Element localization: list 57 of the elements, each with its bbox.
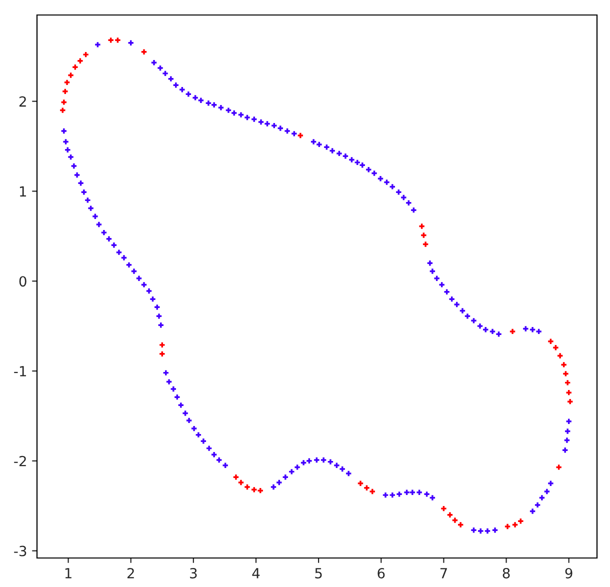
x-tick-label: 5 <box>315 568 322 578</box>
point <box>60 108 66 113</box>
point <box>510 328 516 334</box>
y-tick-label: 1 <box>20 186 26 196</box>
point <box>566 390 572 396</box>
point <box>422 242 428 247</box>
point <box>561 362 566 368</box>
x-tick-label: 1 <box>65 568 72 578</box>
point <box>553 345 558 350</box>
x-tick-label: 4 <box>252 568 260 578</box>
point <box>504 524 510 530</box>
point <box>452 518 458 523</box>
y-tick-label: -2 <box>14 456 26 466</box>
point <box>419 224 424 229</box>
point <box>61 100 67 105</box>
point <box>83 52 88 58</box>
point <box>64 80 70 86</box>
point <box>458 522 464 528</box>
x-tick-label: 8 <box>502 568 510 578</box>
point <box>563 371 568 376</box>
point <box>252 487 257 492</box>
point <box>141 49 147 54</box>
point <box>72 64 78 70</box>
point <box>160 351 165 357</box>
point <box>441 506 446 512</box>
point <box>258 488 263 494</box>
point <box>364 485 370 490</box>
x-tick-label: 9 <box>565 568 572 578</box>
point <box>567 398 573 404</box>
x-tick-label: 2 <box>127 568 134 578</box>
point <box>358 480 364 486</box>
point <box>557 353 563 358</box>
point <box>564 380 570 386</box>
point <box>78 58 83 64</box>
y-tick-label: 0 <box>19 276 26 287</box>
point <box>108 38 114 43</box>
point <box>233 474 239 480</box>
point <box>556 464 562 470</box>
point <box>62 88 68 94</box>
point <box>68 72 74 78</box>
point <box>447 512 453 518</box>
y-tick-label: 2 <box>19 96 26 107</box>
point <box>421 232 426 238</box>
point <box>370 488 375 494</box>
x-tick-label: 3 <box>190 568 197 578</box>
x-tick-label: 6 <box>378 568 385 578</box>
point <box>244 484 250 490</box>
point <box>518 518 524 524</box>
point <box>298 132 304 138</box>
point <box>512 522 518 528</box>
x-tick-label: 7 <box>440 568 447 578</box>
point <box>115 38 120 43</box>
point <box>548 338 554 344</box>
y-tick-label: -3 <box>14 546 26 556</box>
y-tick-label: -1 <box>14 366 26 376</box>
point <box>160 342 165 348</box>
point <box>238 480 244 486</box>
